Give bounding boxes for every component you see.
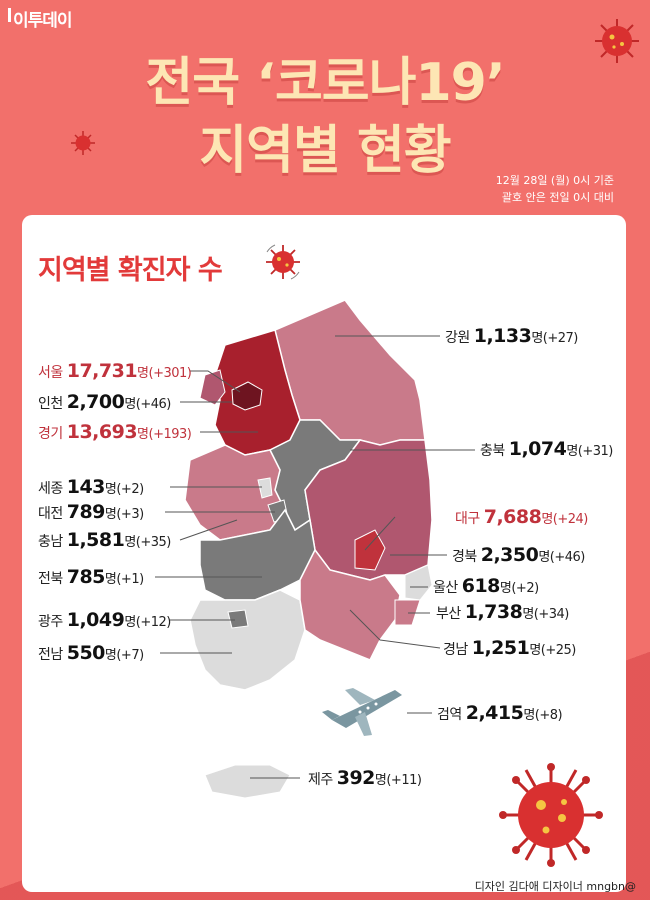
virus-icon <box>266 244 300 280</box>
region-seoul <box>231 381 263 411</box>
virus-icon <box>499 763 603 867</box>
date-note: 괄호 안은 전일 0시 대비 <box>501 191 614 204</box>
region-label-jeonnam: 전남 550명(+7) <box>38 642 144 664</box>
region-gyeongbuk <box>304 439 433 581</box>
region-label-gyeongbuk: 경북 2,350명(+46) <box>452 544 585 566</box>
region-jeonnam <box>189 589 306 691</box>
region-label-chungbuk: 충북 1,074명(+31) <box>480 438 613 460</box>
region-label-chungnam: 충남 1,581명(+35) <box>38 529 171 551</box>
region-label-gangwon: 강원 1,133명(+27) <box>445 325 578 347</box>
virus-icon <box>595 19 639 63</box>
region-label-daegu: 대구 7,688명(+24) <box>455 506 588 528</box>
date-info: 12월 28일 (월) 0시 기준 괄호 안은 전일 0시 대비 <box>496 172 614 206</box>
region-jeju <box>204 764 291 799</box>
region-label-gwangju: 광주 1,049명(+12) <box>38 609 171 631</box>
region-label-quarantine: 검역 2,415명(+8) <box>437 702 563 724</box>
region-label-busan: 부산 1,738명(+34) <box>436 601 569 623</box>
region-label-jeonbuk: 전북 785명(+1) <box>38 566 144 588</box>
region-label-daejeon: 대전 789명(+3) <box>38 501 144 523</box>
region-busan <box>394 599 421 626</box>
region-label-sejong: 세종 143명(+2) <box>38 476 144 498</box>
region-daegu <box>354 529 386 571</box>
airplane-icon <box>322 688 402 736</box>
region-sejong <box>257 477 273 499</box>
region-label-seoul: 서울 17,731명(+301) <box>38 360 192 382</box>
region-label-gyeongnam: 경남 1,251명(+25) <box>443 637 576 659</box>
date-basis: 12월 28일 (월) 0시 기준 <box>495 174 614 187</box>
region-label-gyeonggi: 경기 13,693명(+193) <box>38 421 192 443</box>
region-label-incheon: 인천 2,700명(+46) <box>38 391 171 413</box>
region-gwangju <box>227 609 249 629</box>
page-title-line2: 지역별 현황 <box>199 121 451 181</box>
region-ulsan <box>404 564 433 601</box>
region-label-ulsan: 울산 618명(+2) <box>433 575 539 597</box>
region-incheon <box>199 369 226 406</box>
region-label-jeju: 제주 392명(+11) <box>308 767 422 789</box>
brand-logo: 이투데이 <box>8 6 73 31</box>
virus-icon <box>71 131 95 155</box>
page-title-line1: 전국 ‘코로나19’ <box>145 53 505 113</box>
credit: 디자인 김다애 디자이너 mngbn@ <box>474 880 636 893</box>
section-subtitle: 지역별 확진자 수 <box>38 255 223 286</box>
